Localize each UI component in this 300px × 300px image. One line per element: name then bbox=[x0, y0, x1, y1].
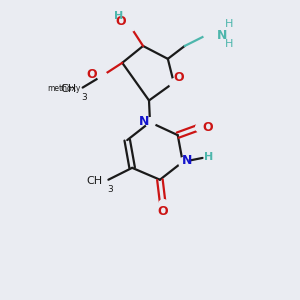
Text: H: H bbox=[114, 11, 123, 21]
Text: H: H bbox=[204, 152, 213, 162]
Text: O: O bbox=[116, 15, 126, 28]
Text: H: H bbox=[225, 39, 234, 49]
Text: methoxy: methoxy bbox=[47, 84, 81, 93]
Text: O: O bbox=[87, 68, 98, 81]
Text: O: O bbox=[158, 205, 168, 218]
Text: N: N bbox=[216, 28, 227, 42]
Text: N: N bbox=[182, 154, 192, 167]
Text: N: N bbox=[139, 115, 149, 128]
Text: O: O bbox=[173, 71, 184, 84]
Text: H: H bbox=[225, 19, 234, 29]
Text: 3: 3 bbox=[107, 185, 113, 194]
Text: CH: CH bbox=[86, 176, 102, 186]
Text: 3: 3 bbox=[82, 92, 87, 101]
Text: CH: CH bbox=[61, 84, 77, 94]
Text: O: O bbox=[202, 121, 213, 134]
